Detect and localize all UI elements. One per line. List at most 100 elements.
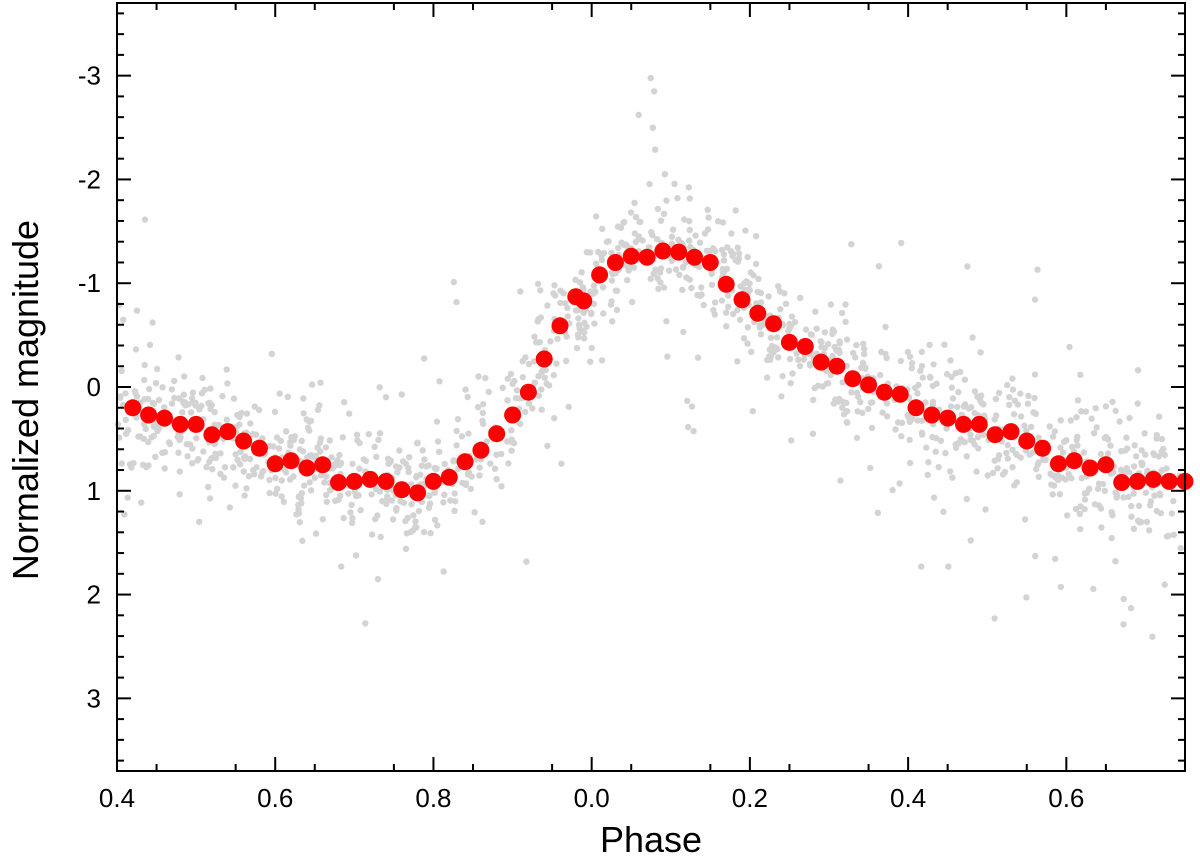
plot-frame xyxy=(116,2,1186,772)
raw-data-point xyxy=(1133,453,1140,460)
raw-data-point xyxy=(255,406,263,414)
raw-data-point xyxy=(538,369,545,376)
raw-data-point xyxy=(989,469,997,477)
binned-data-point xyxy=(1160,472,1178,490)
raw-data-point xyxy=(141,376,148,384)
raw-data-point xyxy=(1159,466,1166,474)
raw-data-point xyxy=(433,465,440,472)
raw-data-point xyxy=(142,425,149,433)
raw-data-point xyxy=(868,424,876,432)
raw-data-point xyxy=(421,456,428,463)
raw-data-point xyxy=(296,446,304,453)
raw-data-point xyxy=(1101,487,1109,494)
raw-data-point xyxy=(991,615,998,622)
binned-data-point xyxy=(330,474,347,491)
raw-data-point xyxy=(1163,533,1171,540)
raw-data-point xyxy=(686,237,693,244)
binned-data-point xyxy=(187,415,205,433)
raw-data-point xyxy=(911,384,919,392)
raw-data-point xyxy=(558,460,565,467)
raw-data-point xyxy=(1102,403,1110,410)
raw-data-point xyxy=(251,403,258,410)
raw-data-point xyxy=(1131,442,1138,449)
raw-data-point xyxy=(690,427,697,435)
raw-data-point xyxy=(284,393,291,400)
raw-data-point xyxy=(906,353,914,360)
binned-data-point xyxy=(765,315,783,333)
raw-data-point xyxy=(124,426,132,434)
raw-data-point xyxy=(654,205,662,213)
raw-data-point xyxy=(734,244,741,251)
raw-data-point xyxy=(688,403,696,410)
binned-data-point xyxy=(298,459,316,477)
raw-data-point xyxy=(554,335,561,342)
raw-data-point xyxy=(257,473,265,480)
raw-data-point xyxy=(754,288,761,296)
raw-data-point xyxy=(266,489,273,497)
raw-data-point xyxy=(175,354,182,361)
raw-data-point xyxy=(440,568,447,575)
raw-data-point xyxy=(1013,479,1020,486)
raw-data-point xyxy=(1113,494,1120,501)
raw-data-point xyxy=(1130,525,1138,532)
binned-data-point xyxy=(551,317,569,335)
binned-data-point xyxy=(622,247,640,265)
raw-data-point xyxy=(948,384,956,391)
raw-data-point xyxy=(1125,493,1132,501)
raw-data-point xyxy=(734,358,741,365)
raw-data-point xyxy=(273,434,281,441)
raw-data-point xyxy=(141,216,149,223)
raw-data-point xyxy=(322,444,330,451)
raw-data-point xyxy=(859,359,867,366)
raw-data-point xyxy=(159,384,166,391)
raw-data-point xyxy=(588,309,595,317)
raw-data-point xyxy=(965,405,972,412)
raw-data-point xyxy=(394,469,401,476)
raw-data-point xyxy=(1117,466,1125,473)
raw-data-point xyxy=(397,498,404,505)
raw-data-point xyxy=(687,243,694,251)
raw-data-point xyxy=(479,518,486,525)
raw-data-point xyxy=(377,533,384,541)
raw-data-point xyxy=(551,415,558,422)
raw-data-point xyxy=(1128,502,1135,510)
raw-data-point xyxy=(522,408,529,415)
raw-data-point xyxy=(328,454,335,461)
y-tick-label: -1 xyxy=(78,268,101,298)
raw-data-point xyxy=(579,284,586,291)
raw-data-point xyxy=(413,524,420,531)
raw-data-point xyxy=(967,537,974,544)
raw-data-point xyxy=(209,466,216,473)
raw-data-point xyxy=(529,405,536,412)
raw-data-point xyxy=(663,197,670,204)
raw-data-point xyxy=(1004,381,1011,389)
raw-data-point xyxy=(405,468,412,476)
raw-data-point xyxy=(1059,449,1067,456)
raw-data-point xyxy=(1116,418,1123,425)
raw-data-point xyxy=(353,431,361,438)
raw-data-point xyxy=(977,349,984,356)
raw-data-point xyxy=(187,409,195,416)
raw-data-point xyxy=(793,350,800,357)
y-tick-label: 3 xyxy=(87,683,101,713)
binned-data-point xyxy=(282,452,300,470)
raw-data-point xyxy=(533,339,540,346)
raw-data-point xyxy=(525,400,533,407)
raw-data-point xyxy=(1004,441,1011,449)
raw-data-point xyxy=(683,274,690,281)
raw-data-point xyxy=(505,460,512,467)
raw-data-point xyxy=(403,530,411,537)
raw-data-point xyxy=(498,483,505,490)
raw-data-point xyxy=(821,344,828,352)
raw-data-point xyxy=(600,310,607,317)
raw-data-point xyxy=(949,395,957,402)
binned-data-point xyxy=(796,338,814,355)
x-axis-title: Phase xyxy=(600,819,702,860)
raw-data-point xyxy=(765,293,772,300)
raw-data-point xyxy=(637,218,644,226)
raw-data-point xyxy=(420,355,428,362)
raw-data-point xyxy=(775,283,782,290)
x-tick-label: 0.8 xyxy=(415,783,451,813)
raw-data-point xyxy=(237,448,244,455)
binned-data-point xyxy=(1097,456,1115,474)
